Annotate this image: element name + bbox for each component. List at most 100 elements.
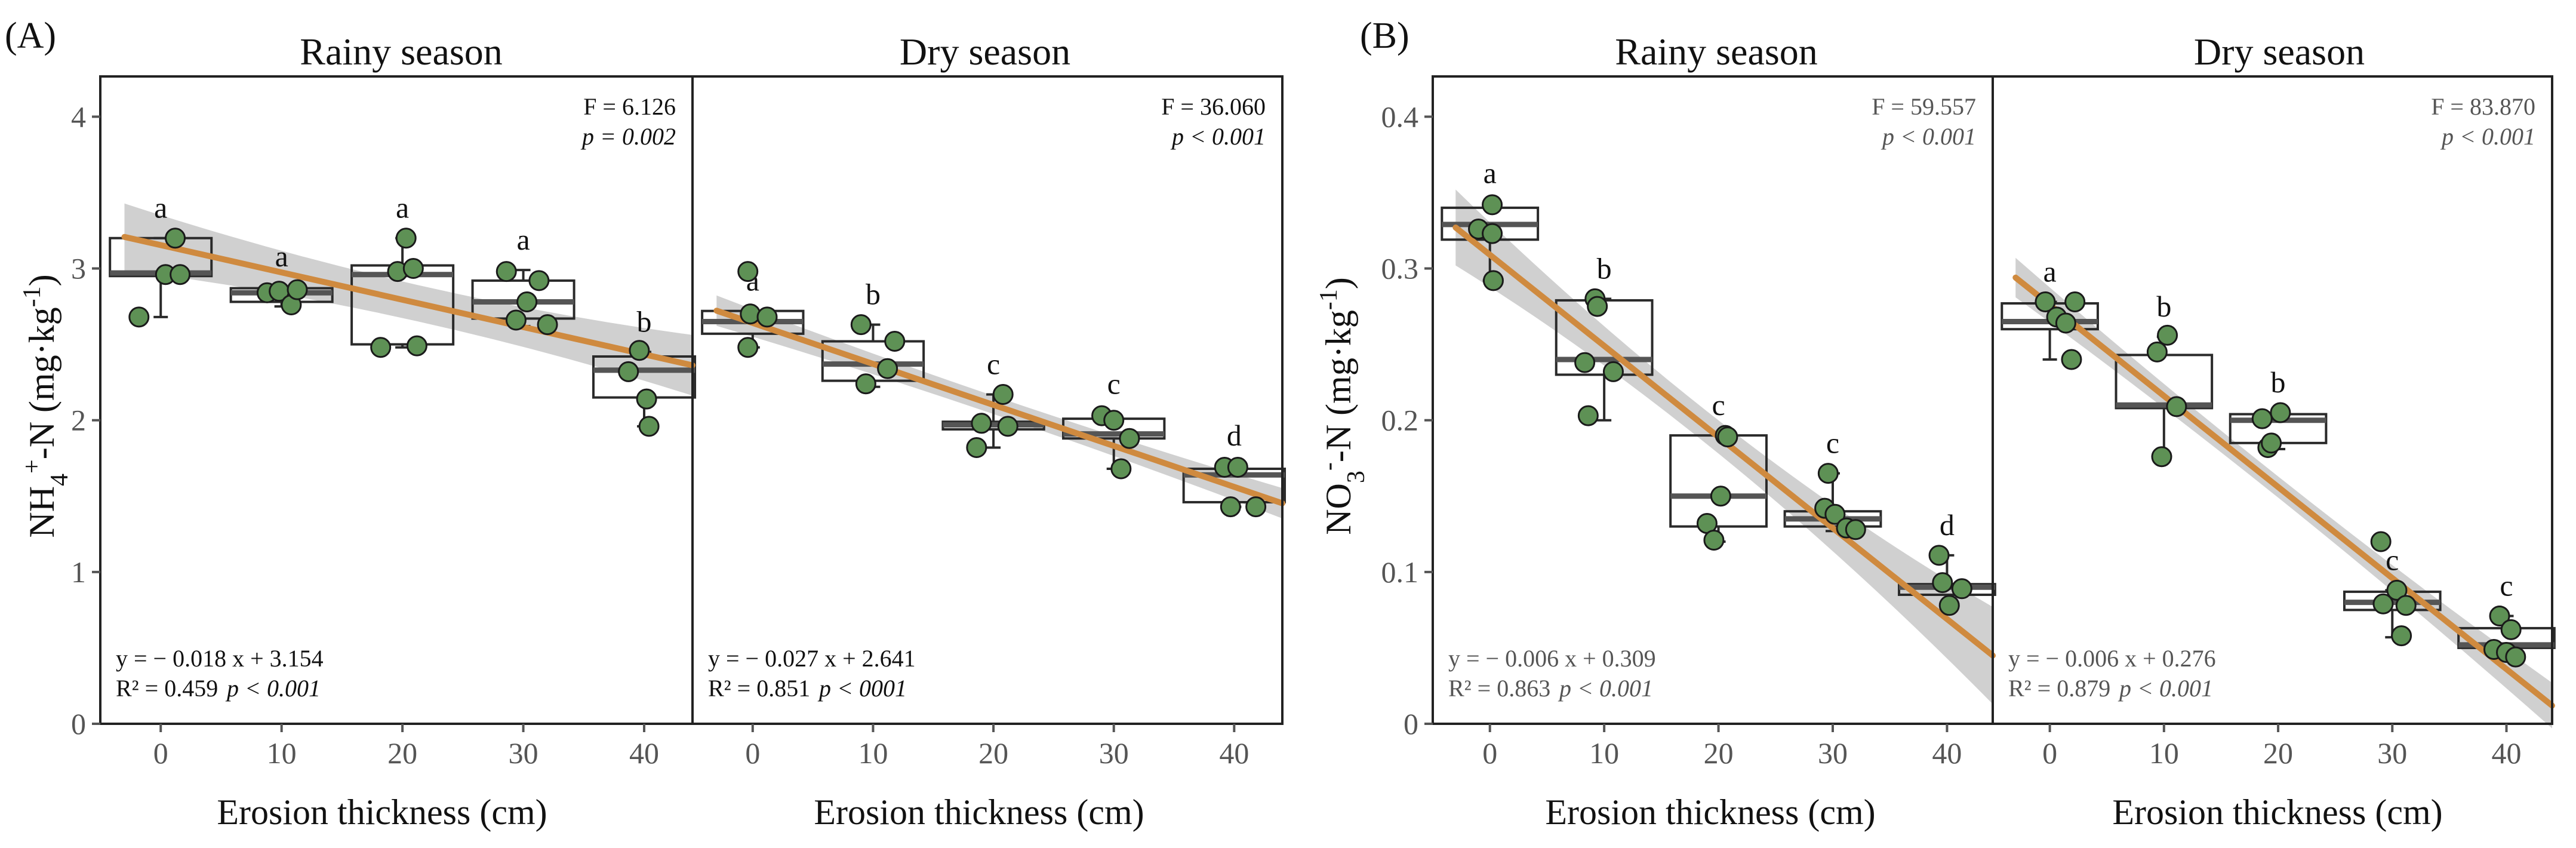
regression-equation: y = − 0.018 x + 3.154 [116, 645, 324, 672]
data-point [370, 337, 392, 358]
x-tick-label: 10 [267, 736, 297, 770]
data-point [1110, 458, 1132, 480]
significance-letter: c [1826, 426, 1839, 460]
x-tick-label: 30 [2377, 736, 2407, 770]
ylabel-b-sub: 3 [1343, 471, 1370, 483]
data-point [1703, 529, 1725, 551]
significance-letter: d [1940, 508, 1955, 542]
data-point [740, 303, 761, 325]
x-tick-label: 10 [1589, 736, 1619, 770]
significance-letter: a [2043, 254, 2057, 288]
data-point [877, 358, 898, 379]
stat-f-value: F = 83.870 [2431, 93, 2535, 120]
facet-title: Rainy season [300, 30, 503, 73]
data-point [1602, 361, 1624, 382]
data-point [1587, 296, 1608, 317]
stat-f-value: F = 36.060 [1161, 93, 1266, 120]
facet-title: Dry season [900, 30, 1070, 73]
data-point [2035, 291, 2056, 312]
regression-equation: y = − 0.027 x + 2.641 [708, 645, 916, 672]
data-point [1119, 428, 1140, 449]
regression-r2: R² = 0.851 [708, 675, 810, 702]
x-axis-label: Erosion thickness (cm) [814, 792, 1144, 832]
significance-letter: c [1712, 388, 1725, 422]
regression-line [713, 308, 1285, 506]
data-point [1817, 463, 1839, 484]
data-point [165, 228, 186, 249]
panel-label-a: (A) [5, 16, 56, 56]
stat-p-value: p = 0.002 [580, 123, 676, 150]
y-axis-label-a: NH4+-N (mg·kg-1) [19, 274, 73, 537]
x-axis-label: Erosion thickness (cm) [2112, 792, 2442, 832]
regression-equation: y = − 0.006 x + 0.276 [2008, 645, 2216, 672]
data-point [2151, 446, 2172, 468]
y-axis-label-b: NO3--N (mg·kg-1) [1315, 277, 1370, 535]
ylabel-b-rest: -N (mg·kg [1319, 310, 1358, 462]
regression-p: p < 0001 [817, 675, 907, 702]
x-axis-label: Erosion thickness (cm) [217, 792, 547, 832]
data-point [2146, 341, 2168, 362]
regression-r2: R² = 0.459 [116, 675, 218, 702]
data-point [1103, 410, 1125, 431]
data-point [2391, 625, 2412, 647]
facet-b-rainy: Rainy season a b c c d 0 10 20 30 40 0 0.1 0.2 0.3 0.4 E… [1381, 30, 1996, 832]
ylabel-b-base: NO [1319, 483, 1358, 535]
x-tick-label: 20 [978, 736, 1008, 770]
x-axis-label: Erosion thickness (cm) [1545, 792, 1875, 832]
data-point [855, 373, 876, 395]
ylabel-b-unit-sup: -1 [1315, 289, 1343, 310]
plot-frame [691, 75, 1284, 725]
data-point [2064, 291, 2086, 312]
significance-letter: b [2271, 365, 2286, 399]
ylabel-a-sup: + [19, 459, 46, 474]
regression-p: p < 0.001 [2118, 675, 2213, 702]
regression-r2: R² = 0.879 [2008, 675, 2110, 702]
regression-line [121, 233, 695, 368]
facet-a-dry: Dry seasonabccd010203040Erosion thicknes… [691, 30, 1287, 832]
data-point [406, 335, 427, 357]
data-point [737, 337, 759, 358]
y-tick-label: 0 [71, 707, 86, 741]
ylabel-a-unit-sup: -1 [19, 286, 46, 307]
data-point [1245, 496, 1267, 518]
regression-p: p < 0.001 [1558, 675, 1653, 702]
data-point [1932, 572, 1953, 594]
x-tick-label: 30 [509, 736, 538, 770]
data-point [528, 270, 550, 291]
ylabel-b-sup: - [1315, 462, 1343, 471]
data-point [1227, 456, 1248, 478]
x-tick-label: 20 [1704, 736, 1734, 770]
regression-r2: R² = 0.863 [1448, 675, 1550, 702]
significance-letter: a [516, 223, 530, 256]
x-tick-label: 30 [1099, 736, 1129, 770]
data-point [1574, 352, 1596, 373]
data-point [971, 413, 992, 434]
regression-line [2012, 274, 2555, 709]
data-point [170, 264, 191, 285]
ylabel-a-close: ) [22, 274, 61, 286]
data-point [850, 314, 872, 336]
plot-frame [1992, 75, 2553, 725]
data-point [128, 306, 150, 328]
regression-p: p < 0.001 [225, 675, 321, 702]
data-point [1220, 496, 1241, 518]
data-point [884, 331, 906, 352]
significance-letter: b [1597, 251, 1612, 285]
significance-letter: d [1227, 419, 1242, 452]
data-point [2061, 349, 2082, 370]
x-tick-label: 40 [1932, 736, 1962, 770]
data-point [395, 228, 417, 249]
plot-frame [99, 75, 694, 725]
panel-b: (B) NO3--N (mg·kg-1) Rainy season a b c c d 0 1… [1315, 16, 2556, 832]
data-point [992, 384, 1014, 405]
significance-letter: b [637, 305, 652, 338]
significance-letter: a [154, 191, 167, 225]
significance-letter: c [1107, 367, 1121, 401]
data-point [2261, 432, 2282, 454]
data-point [1482, 270, 1504, 291]
data-point [997, 416, 1018, 437]
data-point [2505, 646, 2526, 668]
x-tick-label: 10 [858, 736, 888, 770]
